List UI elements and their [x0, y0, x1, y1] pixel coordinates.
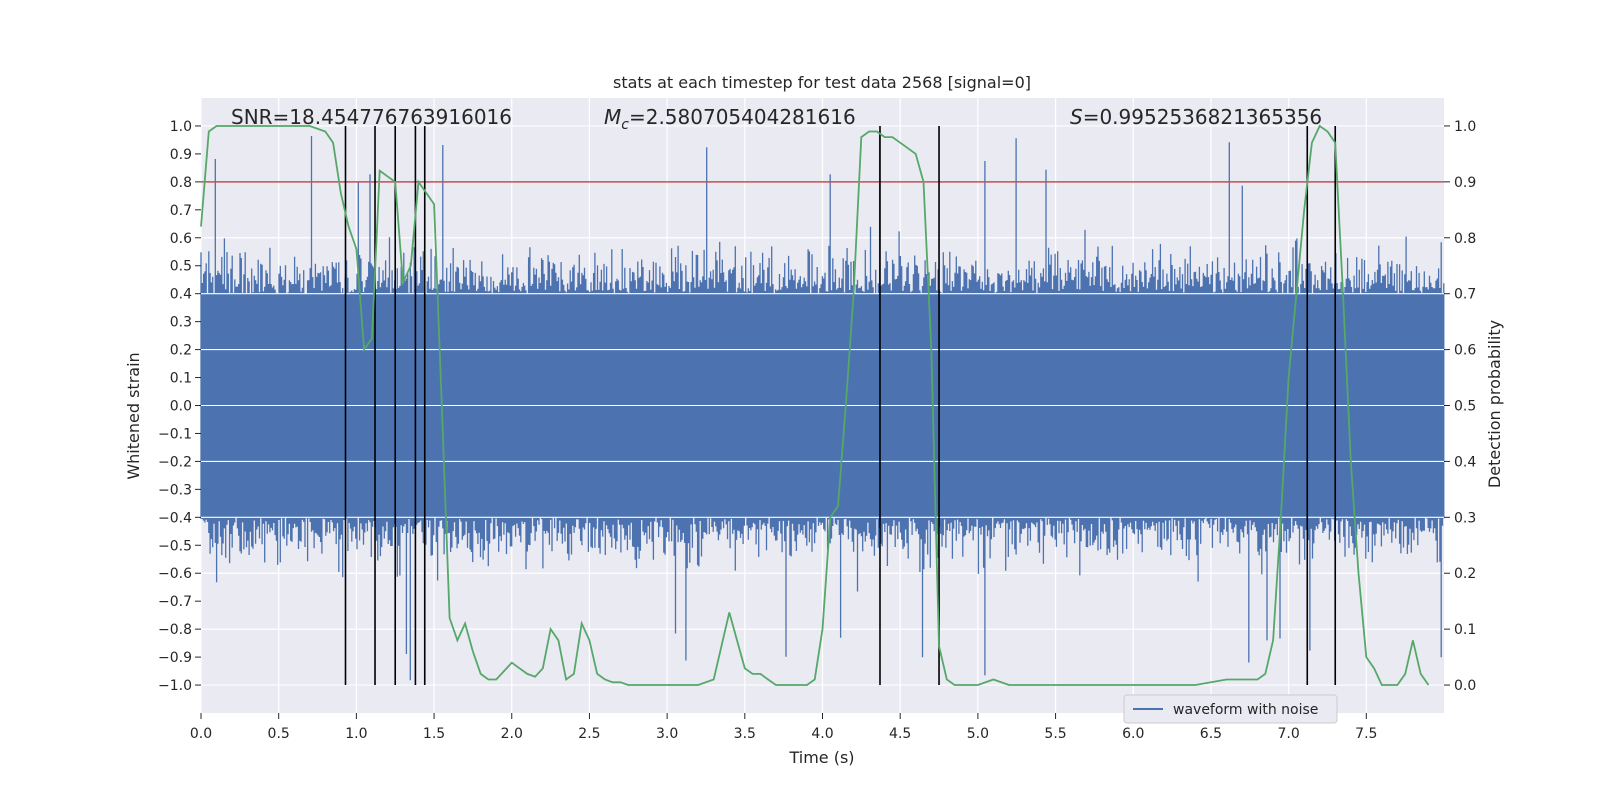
x-tick-label: 0.0: [190, 726, 212, 742]
right-y-axis: 1.0 0.9 0.8 0.7 0.6 0.5 0.4 0.3 0.2 0.1 0.0: [1444, 119, 1476, 694]
x-tick-label: 7.5: [1355, 726, 1377, 742]
left-tick-label: −0.5: [158, 538, 192, 554]
snr-annotation: SNR=18.454776763916016: [231, 105, 512, 129]
s-value: =0.9952536821365356: [1083, 105, 1322, 129]
right-tick-label: 0.4: [1454, 454, 1476, 470]
right-tick-label: 0.1: [1454, 622, 1476, 638]
chart-title: stats at each timestep for test data 256…: [613, 73, 1031, 92]
detection-markers: [344, 125, 1337, 686]
s-symbol: S: [1070, 105, 1083, 129]
right-tick-label: 0.3: [1454, 510, 1476, 526]
right-tick-label: 0.5: [1454, 399, 1476, 415]
right-tick-label: 0.0: [1454, 678, 1476, 694]
x-tick-label: 7.0: [1277, 726, 1299, 742]
right-tick-label: 0.9: [1454, 175, 1476, 191]
left-tick-label: 0.7: [170, 203, 192, 219]
x-tick-label: 5.5: [1044, 726, 1066, 742]
left-tick-label: 0.1: [170, 371, 192, 387]
detection-probability-line: [200, 124, 1430, 686]
x-tick-label: 3.0: [656, 726, 678, 742]
left-tick-label: −0.8: [158, 622, 192, 638]
x-tick-label: 2.5: [578, 726, 600, 742]
chirp-mass-annotation: Mc=2.580705404281616: [604, 105, 856, 133]
x-tick-label: 4.0: [811, 726, 833, 742]
left-tick-label: 0.2: [170, 343, 192, 359]
left-tick-label: 0.5: [170, 259, 192, 275]
x-tick-label: 0.5: [268, 726, 290, 742]
x-tick-label: 2.0: [501, 726, 523, 742]
right-tick-label: 0.2: [1454, 566, 1476, 582]
left-tick-label: −0.4: [158, 510, 192, 526]
left-tick-label: 0.0: [170, 399, 192, 415]
right-tick-label: 0.7: [1454, 287, 1476, 303]
x-tick-label: 3.5: [734, 726, 756, 742]
left-tick-label: −1.0: [158, 678, 192, 694]
legend-box: [1123, 694, 1338, 724]
x-tick-label: 1.5: [423, 726, 445, 742]
right-tick-label: 1.0: [1454, 119, 1476, 135]
left-tick-label: 0.4: [170, 287, 192, 303]
legend-label-waveform: waveform with noise: [1173, 702, 1318, 718]
x-tick-label: 4.5: [889, 726, 911, 742]
x-tick-label: 5.0: [967, 726, 989, 742]
left-tick-label: −0.6: [158, 566, 192, 582]
s-annotation: S=0.9952536821365356: [1070, 105, 1322, 129]
x-tick-label: 6.0: [1122, 726, 1144, 742]
legend: waveform with noise: [1123, 694, 1338, 724]
x-axis-label: Time (s): [788, 748, 854, 767]
x-tick-label: 1.0: [345, 726, 367, 742]
waveform-trace: [200, 130, 1445, 681]
left-tick-label: 0.8: [170, 175, 192, 191]
left-tick-label: −0.1: [158, 426, 192, 442]
chirp-mass-symbol: M: [604, 105, 621, 129]
chirp-mass-subscript: c: [621, 117, 629, 133]
y-axis-label-left: Whitened strain: [124, 352, 143, 479]
left-tick-label: −0.7: [158, 594, 192, 610]
left-tick-label: 0.3: [170, 315, 192, 331]
y-axis-label-right: Detection probability: [1485, 320, 1504, 488]
waveform-series: [200, 130, 1445, 681]
left-tick-label: −0.3: [158, 482, 192, 498]
right-tick-label: 0.8: [1454, 231, 1476, 247]
chirp-mass-value: =2.580705404281616: [629, 105, 856, 129]
right-tick-label: 0.6: [1454, 343, 1476, 359]
left-y-axis: 1.0 0.9 0.8 0.7 0.6 0.5 0.4 0.3 0.2 0.1 0.0 −0.1 −0.…: [158, 119, 201, 694]
left-tick-label: 0.9: [170, 147, 192, 163]
left-tick-label: 1.0: [170, 119, 192, 135]
left-tick-label: −0.2: [158, 454, 192, 470]
left-tick-label: 0.6: [170, 231, 192, 247]
x-tick-label: 6.5: [1200, 726, 1222, 742]
left-tick-label: −0.9: [158, 650, 192, 666]
